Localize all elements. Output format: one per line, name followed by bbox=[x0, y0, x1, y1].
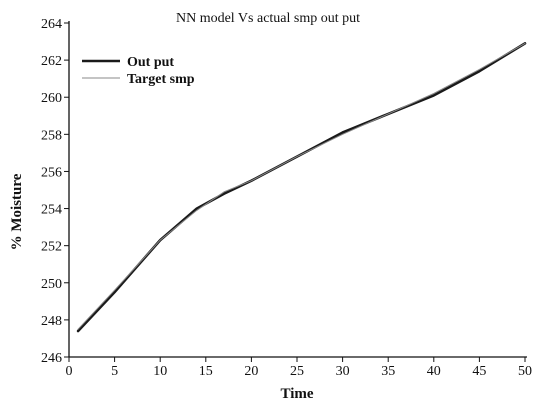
y-tick-label: 246 bbox=[41, 351, 62, 366]
y-tick-label: 248 bbox=[41, 314, 62, 329]
series-lines bbox=[76, 42, 527, 333]
y-axis-label: % Moisture bbox=[9, 173, 25, 250]
y-tick-label: 262 bbox=[41, 54, 62, 69]
y-axis-label-group: % Moisture bbox=[9, 173, 25, 250]
x-tick-label: 20 bbox=[244, 364, 258, 379]
x-tick-label: 5 bbox=[111, 364, 118, 379]
series-line-target-smp bbox=[77, 42, 526, 330]
y-tick-label: 250 bbox=[41, 277, 62, 292]
legend-label-out-put: Out put bbox=[127, 55, 174, 70]
y-tick-label: 264 bbox=[41, 17, 62, 32]
y-tick-label: 256 bbox=[41, 165, 62, 180]
y-tick-label: 260 bbox=[41, 91, 62, 106]
x-axis-label: Time bbox=[280, 386, 313, 402]
x-tick-label: 30 bbox=[336, 364, 350, 379]
x-tick-label: 15 bbox=[199, 364, 213, 379]
y-tick-label: 258 bbox=[41, 128, 62, 143]
x-tick-label: 0 bbox=[66, 364, 73, 379]
y-tick-label: 254 bbox=[41, 203, 62, 218]
chart-title: NN model Vs actual smp out put bbox=[176, 11, 360, 26]
x-tick-label: 50 bbox=[518, 364, 532, 379]
axes bbox=[68, 21, 527, 358]
axis-ticks: 0 5 10 15 20 25 30 35 40 45 50 246 248 250 252 254 256 25… bbox=[41, 17, 532, 379]
x-tick-label: 35 bbox=[381, 364, 395, 379]
legend-label-target-smp: Target smp bbox=[127, 72, 195, 87]
legend: Out put Target smp bbox=[82, 55, 195, 87]
x-tick-label: 45 bbox=[472, 364, 486, 379]
x-tick-label: 25 bbox=[290, 364, 304, 379]
x-tick-label: 10 bbox=[153, 364, 167, 379]
y-tick-label: 252 bbox=[41, 240, 62, 255]
x-tick-label: 40 bbox=[427, 364, 441, 379]
